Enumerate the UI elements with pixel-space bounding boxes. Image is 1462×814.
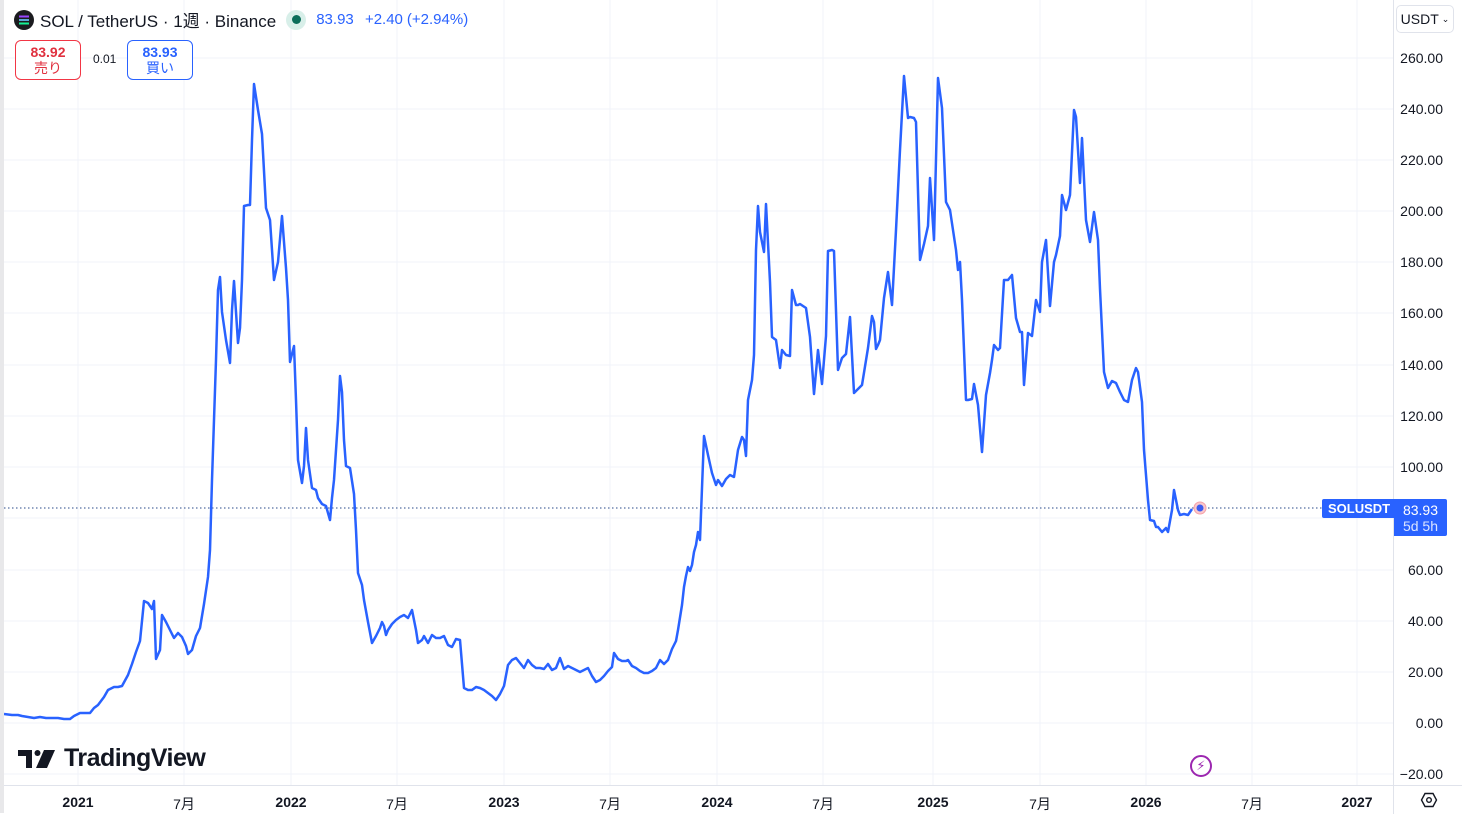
sell-price: 83.92 bbox=[30, 44, 66, 60]
price-line-chart bbox=[4, 0, 1393, 785]
chart-settings-button[interactable] bbox=[1393, 785, 1462, 814]
tradingview-logo-text: TradingView bbox=[64, 744, 206, 772]
left-edge bbox=[0, 0, 4, 813]
tradingview-logo[interactable]: TradingView bbox=[18, 744, 206, 773]
y-tick: 20.00 bbox=[1407, 664, 1443, 680]
x-tick: 2025 bbox=[917, 794, 949, 810]
y-tick: 0.00 bbox=[1415, 715, 1443, 731]
x-tick: 2023 bbox=[488, 794, 520, 810]
vertical-gridlines bbox=[77, 0, 1358, 785]
y-tick: 220.00 bbox=[1400, 152, 1443, 168]
tradingview-mark-icon bbox=[18, 749, 55, 768]
y-tick: 140.00 bbox=[1400, 357, 1443, 373]
symbol-title[interactable]: SOL / TetherUS · 1週 · Binance bbox=[40, 12, 277, 31]
y-tick: 60.00 bbox=[1407, 562, 1443, 578]
legend-values: 83.93 +2.40 (+2.94%) bbox=[316, 11, 475, 28]
horizontal-gridlines bbox=[4, 57, 1393, 775]
y-tick: −20.00 bbox=[1399, 766, 1443, 782]
spread-value: 0.01 bbox=[93, 52, 117, 66]
x-tick: 2022 bbox=[275, 794, 307, 810]
x-tick: 2026 bbox=[1130, 794, 1162, 810]
y-tick: 40.00 bbox=[1407, 613, 1443, 629]
y-tick: 160.00 bbox=[1400, 305, 1443, 321]
last-point-dot bbox=[1196, 504, 1204, 512]
settings-hexagon-icon bbox=[1420, 792, 1437, 808]
y-tick: 100.00 bbox=[1400, 459, 1443, 475]
x-tick: 7月 bbox=[1241, 796, 1263, 812]
time-axis[interactable]: 2021 7月 2022 7月 2023 7月 2024 7月 2025 7月 … bbox=[4, 785, 1393, 814]
y-tick: 120.00 bbox=[1400, 408, 1443, 424]
x-tick: 7月 bbox=[599, 796, 621, 812]
last-price-value: 83.93 bbox=[1402, 501, 1439, 518]
y-tick: 180.00 bbox=[1400, 254, 1443, 270]
currency-label: USDT bbox=[1400, 11, 1439, 27]
y-tick: 260.00 bbox=[1400, 50, 1443, 66]
buy-price: 83.93 bbox=[142, 44, 178, 60]
x-tick: 2027 bbox=[1341, 794, 1373, 810]
chevron-down-icon: ⌄ bbox=[1441, 13, 1450, 24]
buy-label: 買い bbox=[146, 60, 174, 76]
y-tick: 200.00 bbox=[1400, 203, 1443, 219]
symbol-price-label: SOLUSDT bbox=[1322, 499, 1397, 518]
legend-change: +2.40 bbox=[364, 11, 403, 28]
solana-logo-icon bbox=[14, 9, 34, 30]
x-tick: 7月 bbox=[812, 796, 834, 812]
lightning-event-icon[interactable]: ⚡︎ bbox=[1190, 755, 1212, 777]
x-tick: 2024 bbox=[701, 794, 733, 810]
x-tick: 2021 bbox=[62, 794, 94, 810]
x-tick: 7月 bbox=[1029, 796, 1051, 812]
last-price-label: 83.93 5d 5h bbox=[1394, 499, 1447, 536]
sell-button[interactable]: 83.92 売り bbox=[15, 40, 81, 80]
currency-selector[interactable]: USDT ⌄ bbox=[1396, 5, 1454, 33]
chart-legend: SOL / TetherUS · 1週 · Binance 83.93 +2.4… bbox=[14, 7, 475, 32]
sell-label: 売り bbox=[34, 60, 62, 76]
x-tick: 7月 bbox=[173, 796, 195, 812]
price-axis[interactable]: 260.00 240.00 220.00 200.00 180.00 160.0… bbox=[1393, 0, 1462, 785]
legend-last-price: 83.93 bbox=[316, 11, 354, 28]
buy-button[interactable]: 83.93 買い bbox=[127, 40, 193, 80]
price-series-line bbox=[4, 74, 1194, 721]
bar-countdown: 5d 5h bbox=[1402, 517, 1439, 534]
legend-change-pct: (+2.94%) bbox=[406, 11, 469, 28]
market-open-status-icon[interactable] bbox=[286, 9, 307, 30]
chart-plot-area[interactable] bbox=[4, 0, 1393, 785]
y-tick: 240.00 bbox=[1400, 101, 1443, 117]
x-tick: 7月 bbox=[386, 796, 408, 812]
